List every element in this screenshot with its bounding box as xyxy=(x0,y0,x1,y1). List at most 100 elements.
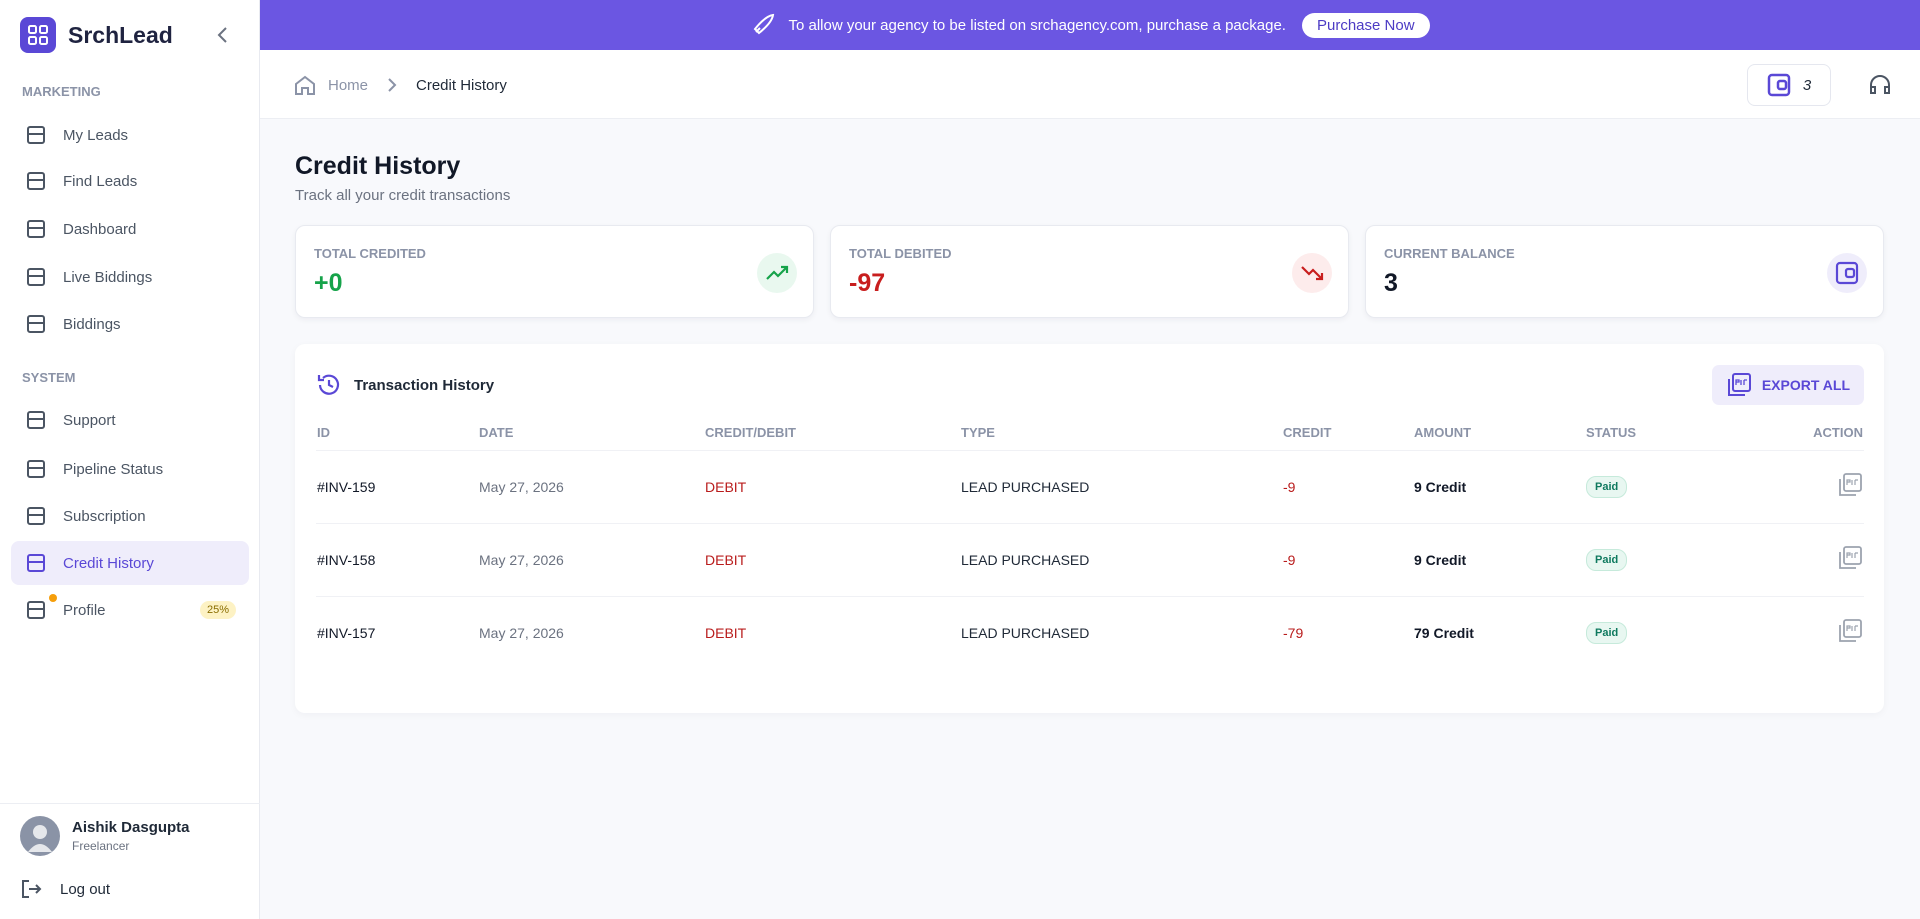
brand[interactable]: SrchLead xyxy=(20,17,173,53)
stat-value: +0 xyxy=(314,269,343,297)
pdf-icon xyxy=(1727,373,1751,396)
nav-item[interactable]: Live Biddings xyxy=(11,255,249,299)
table-cell: DEBIT xyxy=(704,595,960,669)
status-pill: Paid xyxy=(1586,621,1628,644)
stat-label: CURRENT BALANCE xyxy=(1384,246,1515,261)
table-title: Transaction History xyxy=(354,376,495,394)
logout-label: Log out xyxy=(60,880,111,898)
nav-label: Live Biddings xyxy=(63,268,153,286)
table-cell: #INV-159 xyxy=(316,449,478,523)
nav-label: Subscription xyxy=(63,507,146,525)
status-pill: Paid xyxy=(1586,548,1628,571)
status-pill: Paid xyxy=(1586,475,1628,498)
nav-icon xyxy=(25,218,47,240)
nav-icon xyxy=(25,599,47,621)
table-cell: May 27, 2026 xyxy=(478,449,704,523)
rocket-icon xyxy=(754,13,775,35)
download-pdf-button[interactable] xyxy=(1837,472,1863,501)
table-row: #INV-159 May 27, 2026 DEBIT LEAD PURCHASED -… xyxy=(316,449,1864,523)
table-cell: 9 Credit xyxy=(1413,449,1585,523)
nav-label: Support xyxy=(63,411,116,429)
table-cell: -79 xyxy=(1282,595,1413,669)
logout[interactable]: Log out xyxy=(20,878,240,900)
table-cell: May 27, 2026 xyxy=(478,595,704,669)
nav-item[interactable]: Credit History xyxy=(11,541,249,585)
nav-item[interactable]: Profile 25% xyxy=(11,588,249,632)
nav-item[interactable]: Subscription xyxy=(11,494,249,538)
transaction-table: ID DATE CREDIT/DEBIT TYPE CREDIT AMOUNT STATUS… xyxy=(316,416,1864,669)
table-cell: LEAD PURCHASED xyxy=(960,449,1282,523)
home-icon xyxy=(295,75,315,95)
breadcrumb-home[interactable]: Home xyxy=(328,76,369,94)
sidebar: SrchLead MARKETING My Leads Find Leads Dash… xyxy=(0,0,260,919)
action-cell xyxy=(1764,449,1864,523)
stat-icon xyxy=(1292,253,1332,293)
column-header: AMOUNT xyxy=(1414,425,1472,441)
table-cell: May 27, 2026 xyxy=(478,522,704,596)
column-header: TYPE xyxy=(961,425,995,441)
export-button[interactable]: EXPORT ALL xyxy=(1711,365,1864,405)
column-header: STATUS xyxy=(1586,425,1637,441)
column-header: ACTION xyxy=(1813,425,1863,441)
table-row: #INV-157 May 27, 2026 DEBIT LEAD PURCHASED -… xyxy=(316,595,1864,669)
table-header: Transaction History xyxy=(316,372,494,398)
nav-item[interactable]: Support xyxy=(11,398,249,442)
user-panel: Aishik Dasgupta Freelancer Log out xyxy=(0,803,260,912)
collapse-button[interactable] xyxy=(215,25,231,45)
wallet-balance: 3 xyxy=(1802,76,1812,94)
column-header: DATE xyxy=(479,425,514,441)
stat-card: TOTAL DEBITED -97 xyxy=(830,225,1349,318)
download-pdf-button[interactable] xyxy=(1837,545,1863,574)
purchase-button[interactable]: Purchase Now xyxy=(1301,12,1430,38)
brand-name: SrchLead xyxy=(68,21,173,48)
brand-logo xyxy=(20,17,56,53)
action-cell xyxy=(1764,595,1864,669)
table-cell: #INV-158 xyxy=(316,522,478,596)
nav-icon xyxy=(25,170,47,192)
table-cell: #INV-157 xyxy=(316,595,478,669)
nav-section-title: SYSTEM xyxy=(22,370,76,385)
table-body: #INV-159 May 27, 2026 DEBIT LEAD PURCHASED -… xyxy=(316,449,1864,669)
stat-value: 3 xyxy=(1384,269,1398,297)
user-role: Freelancer xyxy=(72,839,130,853)
page-title: Credit History xyxy=(295,152,461,180)
wallet-button[interactable]: 3 xyxy=(1747,64,1831,106)
nav-label: Pipeline Status xyxy=(63,460,164,478)
stat-card: CURRENT BALANCE 3 xyxy=(1365,225,1884,318)
page-subtitle: Track all your credit transactions xyxy=(295,187,511,204)
nav-label: Dashboard xyxy=(63,220,137,238)
nav-item[interactable]: Biddings xyxy=(11,302,249,346)
nav-label: My Leads xyxy=(63,126,129,144)
user-info[interactable]: Aishik Dasgupta Freelancer xyxy=(20,816,240,856)
table-cell: -9 xyxy=(1282,449,1413,523)
wallet-icon xyxy=(1767,73,1791,97)
stat-card: TOTAL CREDITED +0 xyxy=(295,225,814,318)
table-cell: DEBIT xyxy=(704,449,960,523)
table-cell: LEAD PURCHASED xyxy=(960,522,1282,596)
table-cell: DEBIT xyxy=(704,522,960,596)
column-header: CREDIT/DEBIT xyxy=(705,425,796,441)
nav-item[interactable]: Dashboard xyxy=(11,207,249,251)
notification-dot xyxy=(49,594,57,602)
breadcrumb-current: Credit History xyxy=(416,76,507,94)
column-header: CREDIT xyxy=(1283,425,1332,441)
download-pdf-button[interactable] xyxy=(1837,618,1863,647)
stat-value: -97 xyxy=(849,269,886,297)
export-label: EXPORT ALL xyxy=(1761,377,1850,393)
top-header: Home Credit History 3 xyxy=(260,50,1920,119)
nav-icon xyxy=(25,458,47,480)
nav-label: Biddings xyxy=(63,315,121,333)
table-cell: Paid xyxy=(1585,522,1764,596)
history-icon xyxy=(317,374,340,395)
nav-item[interactable]: My Leads xyxy=(11,113,249,157)
nav-item[interactable]: Find Leads xyxy=(11,159,249,203)
breadcrumb-separator xyxy=(388,78,397,92)
nav-item[interactable]: Pipeline Status xyxy=(11,447,249,491)
stat-icon xyxy=(757,253,797,293)
table-cell: LEAD PURCHASED xyxy=(960,595,1282,669)
nav-section-title: MARKETING xyxy=(22,84,101,99)
table-cell: -9 xyxy=(1282,522,1413,596)
stat-icon xyxy=(1827,253,1867,293)
support-button[interactable] xyxy=(1868,73,1892,97)
nav-icon xyxy=(25,552,47,574)
